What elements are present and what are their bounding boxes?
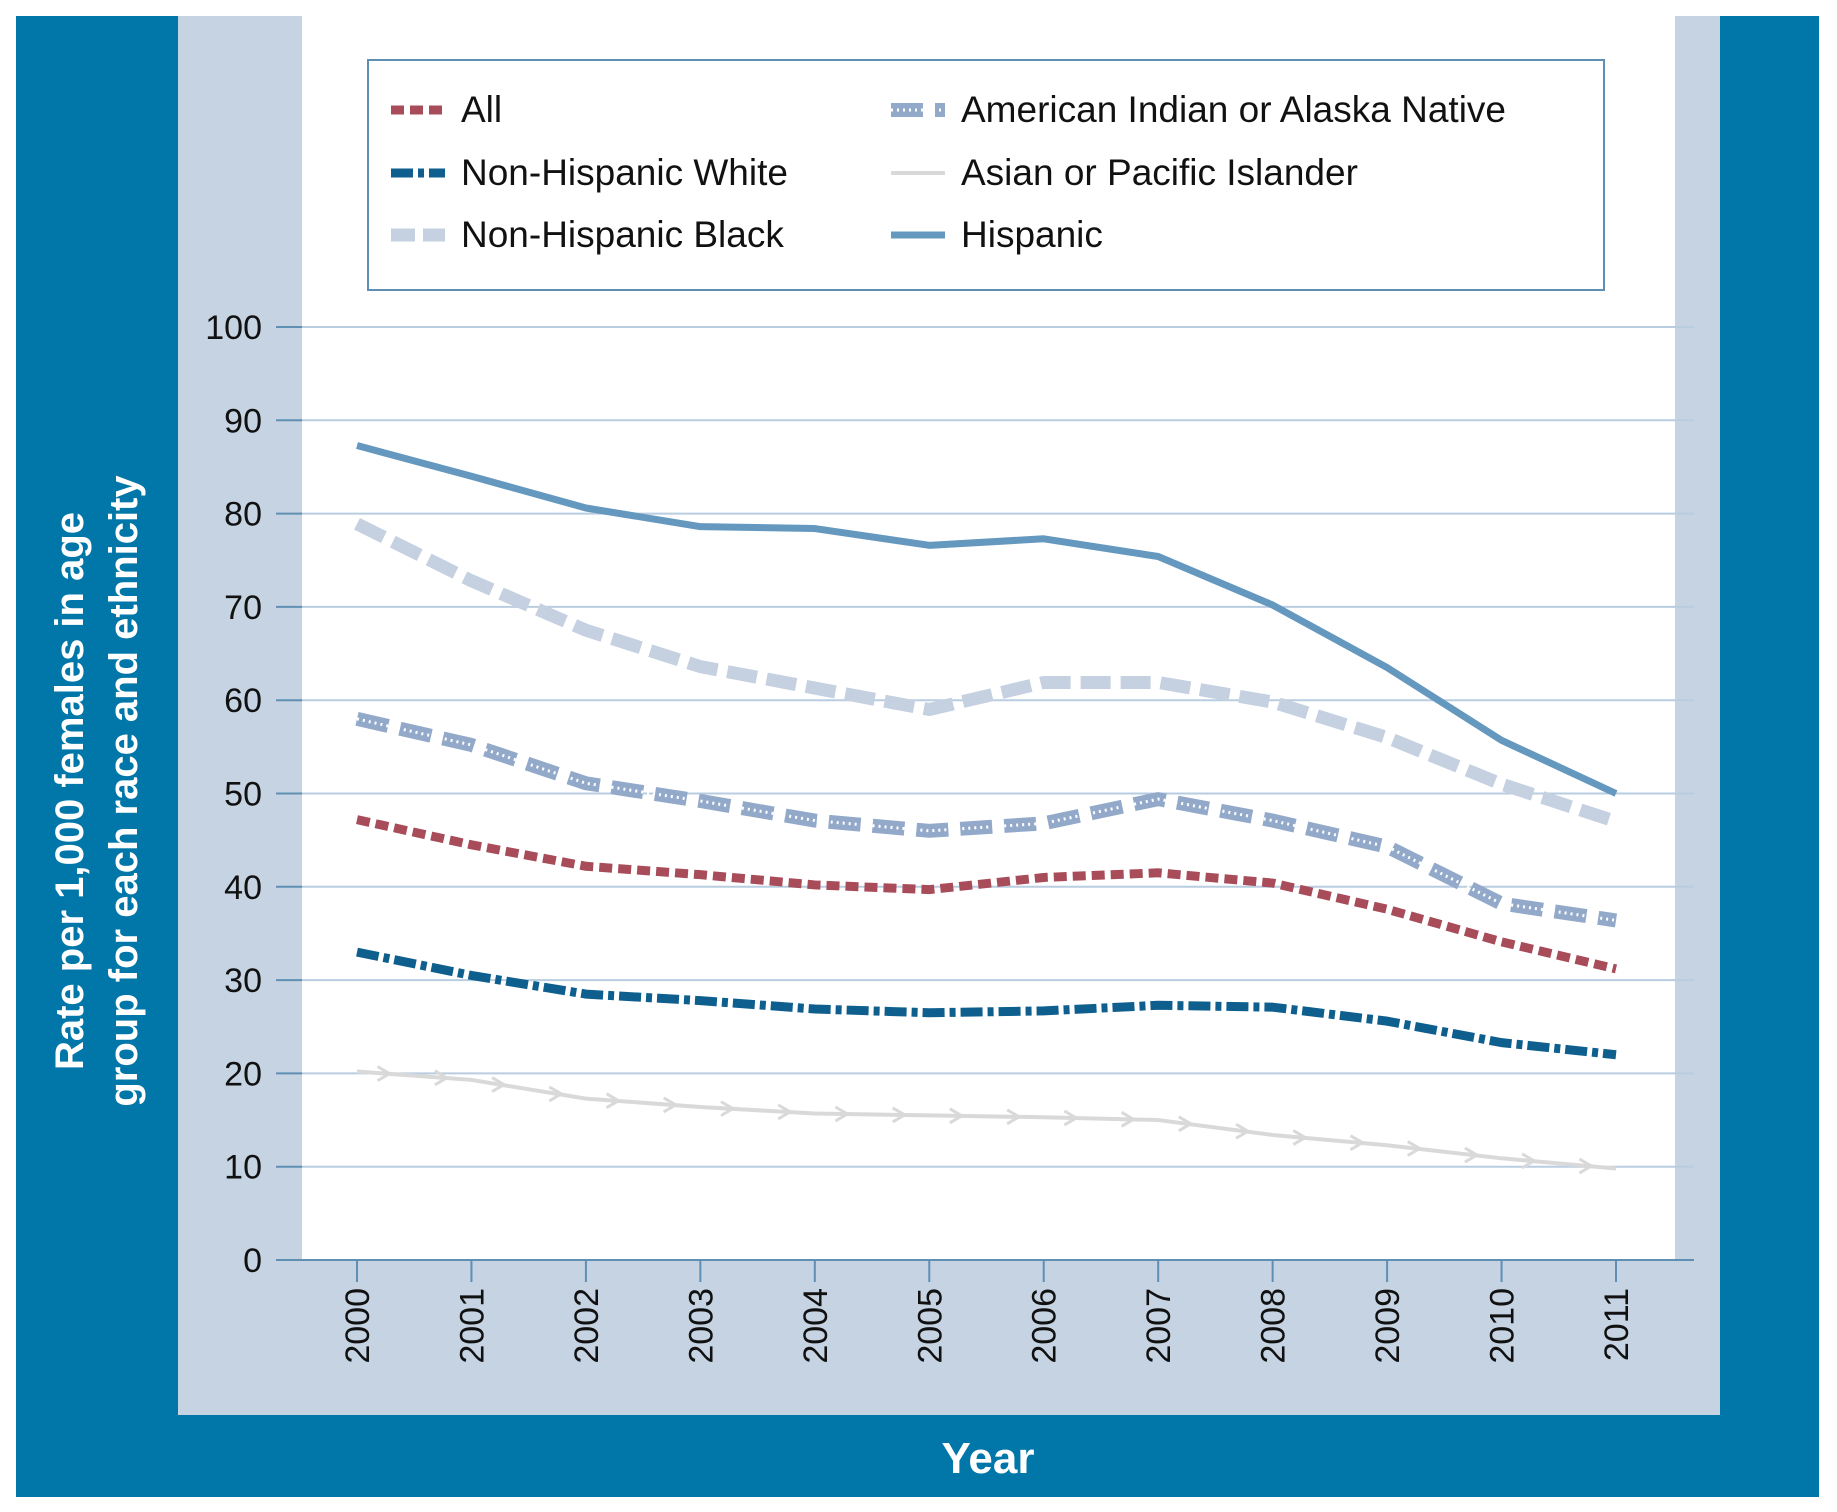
- y-tick-label: 60: [224, 682, 262, 720]
- x-tick-label: 2006: [1026, 1288, 1064, 1364]
- legend-swatch: [391, 228, 445, 242]
- y-tick-label: 90: [224, 402, 262, 440]
- series-line-american-indian-or-alaska-native: [355, 712, 1618, 928]
- arrow-marker: [491, 1076, 508, 1093]
- arrow-marker: [1521, 1152, 1538, 1170]
- x-axis-label: Year: [941, 1434, 1035, 1483]
- legend-label: Non-Hispanic White: [461, 152, 788, 193]
- arrow-marker: [891, 1106, 908, 1124]
- x-tick-label: 2010: [1484, 1288, 1522, 1364]
- legend-item: All: [389, 89, 502, 131]
- y-tick-label: 50: [224, 776, 262, 814]
- series-line-non-hispanic-black: [354, 518, 1619, 828]
- series-line-asian-or-pacific-islander: [356, 1069, 1617, 1171]
- legend-item: American Indian or Alaska Native: [889, 89, 1506, 131]
- y-tick-label: 30: [224, 962, 262, 1000]
- x-tick-label: 2000: [339, 1288, 377, 1364]
- legend-label: Hispanic: [961, 214, 1103, 255]
- legend-swatch: [391, 105, 445, 115]
- arrow-marker: [1178, 1115, 1194, 1133]
- y-tick-label: 70: [224, 589, 262, 627]
- arrow-marker: [1349, 1134, 1366, 1151]
- series-line-hispanic: [356, 442, 1618, 797]
- legend-label: All: [461, 89, 503, 130]
- arrow-marker: [548, 1085, 565, 1103]
- legend-swatch: [891, 171, 945, 175]
- y-tick-label: 40: [224, 869, 262, 907]
- legend-item: Non-Hispanic Black: [389, 214, 784, 256]
- arrow-marker: [1063, 1109, 1080, 1127]
- y-tick-label: 20: [224, 1055, 262, 1093]
- legend-label: Non-Hispanic Black: [461, 214, 784, 255]
- arrow-marker: [949, 1107, 965, 1125]
- arrow-marker: [376, 1065, 393, 1082]
- legend: All Non-Hispanic White Non-Hispanic Black A…: [367, 59, 1605, 291]
- arrow-marker: [1578, 1157, 1595, 1175]
- series-line-american-indian-or-alaska-native-core: [356, 717, 1617, 922]
- legend-swatch: [891, 103, 945, 117]
- legend-swatch: [391, 168, 445, 178]
- x-tick-label: 2011: [1598, 1288, 1636, 1361]
- y-axis-label-line-1: Rate per 1,000 females in age: [48, 511, 92, 1071]
- arrow-marker: [605, 1092, 622, 1109]
- y-tick-label: 10: [224, 1149, 262, 1187]
- x-tick-label: 2008: [1255, 1288, 1293, 1364]
- y-axis-label-line-2: group for each race and ethnicity: [102, 475, 146, 1107]
- arrow-marker: [434, 1069, 450, 1087]
- x-tick-label: 2001: [453, 1288, 491, 1364]
- legend-swatch: [891, 231, 945, 239]
- y-tick-label: 80: [224, 496, 262, 534]
- arrow-marker: [1464, 1146, 1480, 1164]
- legend-label: Asian or Pacific Islander: [961, 152, 1358, 193]
- legend-label: American Indian or Alaska Native: [961, 89, 1506, 130]
- arrow-marker: [662, 1096, 679, 1114]
- x-tick-label: 2005: [911, 1288, 949, 1364]
- x-tick-label: 2007: [1140, 1288, 1178, 1364]
- x-tick-label: 2002: [568, 1288, 606, 1364]
- y-axis-label: Rate per 1,000 females in age group for …: [43, 475, 151, 1106]
- x-tick-label: 2009: [1369, 1288, 1407, 1364]
- y-tick-label: 100: [205, 309, 262, 347]
- arrow-marker: [834, 1105, 851, 1123]
- arrow-marker: [1006, 1108, 1023, 1126]
- series-line-all: [356, 815, 1618, 974]
- arrow-marker: [777, 1103, 794, 1121]
- arrow-marker: [1406, 1140, 1423, 1157]
- arrow-marker: [1120, 1111, 1137, 1128]
- arrow-marker: [720, 1100, 736, 1117]
- x-tick-label: 2004: [797, 1288, 835, 1364]
- legend-item: Hispanic: [889, 214, 1103, 256]
- series-line-non-hispanic-white: [356, 947, 1617, 1060]
- arrow-marker: [1292, 1129, 1309, 1146]
- legend-item: Asian or Pacific Islander: [889, 152, 1358, 194]
- x-tick-label: 2003: [682, 1288, 720, 1364]
- legend-item: Non-Hispanic White: [389, 152, 788, 194]
- arrow-marker: [1235, 1122, 1251, 1140]
- y-tick-label: 0: [243, 1242, 262, 1280]
